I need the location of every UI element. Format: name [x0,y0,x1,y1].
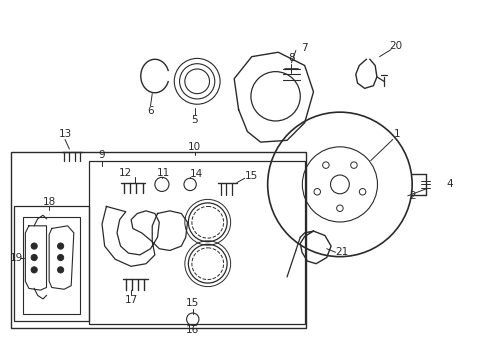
Bar [14,206,89,321]
Bar [445,152,488,235]
Circle shape [58,267,63,273]
Text: 11: 11 [157,168,170,178]
Text: 7: 7 [301,43,307,53]
Bar [11,152,306,328]
Bar [89,161,304,324]
Text: 10: 10 [187,141,201,152]
Text: 18: 18 [42,197,56,207]
Text: 12: 12 [119,168,132,178]
Text: 19: 19 [10,252,23,262]
Circle shape [58,255,63,261]
Text: 20: 20 [388,41,401,51]
Text: 5: 5 [191,115,198,125]
Text: 17: 17 [124,295,138,305]
Circle shape [58,243,63,249]
Text: 1: 1 [393,129,400,139]
Text: 15: 15 [186,298,199,309]
Text: 13: 13 [58,129,72,139]
Circle shape [31,267,37,273]
Text: 21: 21 [334,247,347,257]
Circle shape [31,255,37,261]
Bar [22,217,80,314]
Text: 2: 2 [408,191,415,201]
Text: 16: 16 [186,325,199,335]
Text: 6: 6 [147,106,154,116]
Text: 9: 9 [99,150,105,160]
Text: 15: 15 [244,171,258,181]
Text: 8: 8 [287,53,294,63]
Circle shape [31,243,37,249]
Text: 4: 4 [446,179,452,189]
Text: 14: 14 [189,169,203,179]
